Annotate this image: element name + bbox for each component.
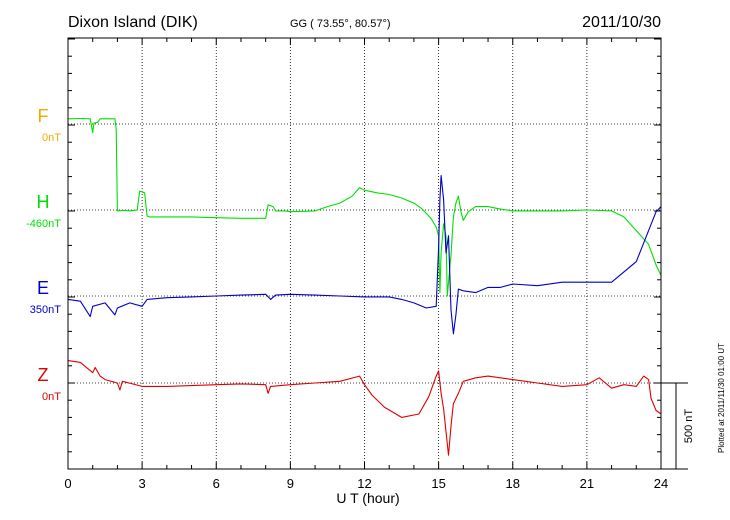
date-label: 2011/10/30: [582, 14, 661, 31]
grid-lines: [68, 38, 661, 469]
x-tick-label-9: 9: [287, 476, 294, 491]
x-tick-label-6: 6: [213, 476, 220, 491]
x-tick-label-24: 24: [654, 476, 668, 491]
series-baseline-Z: 0nT: [42, 391, 61, 403]
station-title: Dixon Island (DIK): [68, 14, 198, 31]
x-tick-label-21: 21: [580, 476, 594, 491]
series-line-H: [68, 117, 662, 297]
coordinates-label: GG ( 73.55°, 80.57°): [290, 18, 391, 30]
series-labels: F 0nT H -460nT E 350nT Z 0nT: [26, 106, 61, 403]
series-baseline-E: 350nT: [30, 304, 61, 316]
series-name-H: H: [37, 192, 50, 212]
x-tick-labels: 0 3 6 9 12 15 18 21 24: [64, 476, 668, 491]
series-line-Z: [67, 360, 662, 456]
series-name-Z: Z: [38, 365, 49, 385]
series-baseline-F: 0nT: [42, 132, 61, 144]
x-tick-label-15: 15: [431, 476, 445, 491]
x-tick-label-18: 18: [506, 476, 520, 491]
scale-bar: 500 nT: [661, 382, 695, 470]
series-name-E: E: [37, 278, 49, 298]
axis-ticks: [67, 38, 662, 470]
series-name-F: F: [38, 106, 49, 126]
x-tick-label-0: 0: [64, 476, 71, 491]
x-tick-label-12: 12: [357, 476, 371, 491]
series-line-E: [67, 175, 662, 335]
series-baseline-H: -460nT: [26, 218, 61, 230]
plotted-timestamp: Plotted at 2011/11/30 01:00 UT: [717, 343, 726, 453]
scale-bar-label: 500 nT: [683, 409, 695, 444]
series-lines: [67, 117, 662, 456]
x-axis-label: U T (hour): [336, 490, 399, 506]
plot-frame: [67, 37, 662, 470]
x-tick-label-3: 3: [139, 476, 146, 491]
